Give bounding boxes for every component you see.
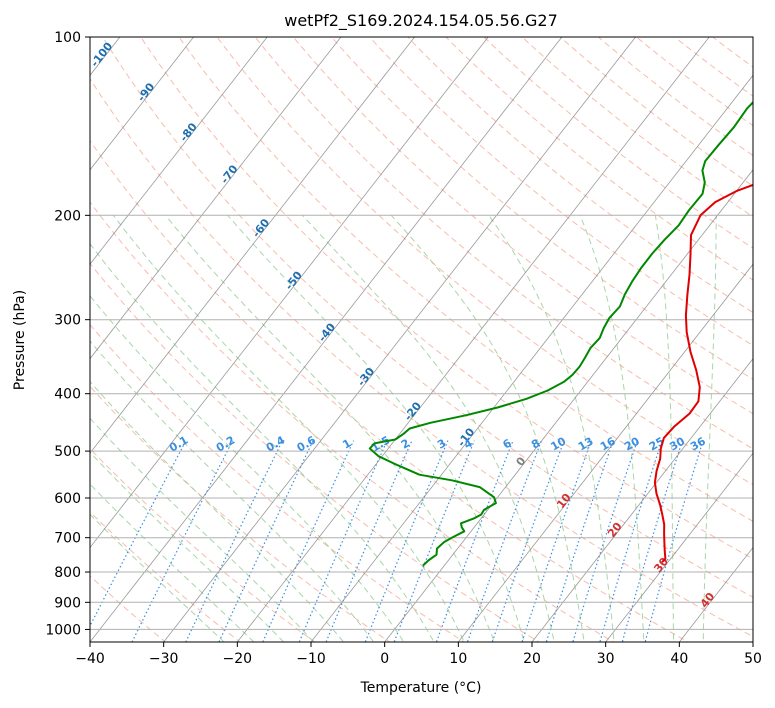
mixing-ratio-line xyxy=(90,440,187,628)
isotherm-line xyxy=(310,74,753,642)
moist-adiabat-line xyxy=(227,214,525,642)
x-tick-label: 0 xyxy=(380,651,389,667)
dewpoint-line xyxy=(368,100,753,567)
mixing-ratio-line xyxy=(621,440,683,642)
dry-adiabat-line xyxy=(90,385,391,642)
isotherm-line xyxy=(384,169,753,642)
chart-title: wetPf2_S169.2024.154.05.56.G27 xyxy=(284,11,558,31)
y-tick-label: 1000 xyxy=(45,622,81,638)
mixing-ratio-line xyxy=(298,440,388,642)
mixing-ratio-line xyxy=(185,440,283,642)
y-tick-label: 100 xyxy=(54,30,81,46)
x-axis-title: Temperature (°C) xyxy=(360,680,482,696)
moist-adiabat-line xyxy=(113,214,465,642)
isotherm-line xyxy=(90,37,342,360)
mixing-ratio-line xyxy=(545,440,614,642)
moist-adiabat-line xyxy=(90,417,315,642)
x-tick-label: 40 xyxy=(670,651,688,667)
pressure-gridlines xyxy=(90,37,753,630)
moist-adiabat-line xyxy=(702,215,717,642)
mixing-ratio-line xyxy=(599,440,663,642)
mixing-ratio-line xyxy=(325,440,413,642)
dry-adiabat-line xyxy=(90,324,466,642)
y-tick-label: 800 xyxy=(54,565,81,581)
dry-adiabat-line xyxy=(90,139,690,642)
mixing-ratio-line xyxy=(364,440,449,642)
mixing-ratio-line xyxy=(644,440,704,642)
dry-adiabat-line xyxy=(292,37,753,415)
moist-adiabat-line xyxy=(90,340,375,642)
moist-adiabat-line xyxy=(654,215,675,642)
moist-adiabat-line xyxy=(90,451,285,642)
x-tick-label: −40 xyxy=(75,651,105,667)
isotherm-line xyxy=(90,37,268,265)
y-tick-label: 300 xyxy=(54,313,81,329)
dry-adiabat-line xyxy=(368,37,753,347)
isotherm-line xyxy=(457,263,753,642)
mixing-ratio-line xyxy=(466,440,543,642)
y-tick-label: 400 xyxy=(54,387,81,403)
plot-frame xyxy=(89,36,754,643)
x-axis: −40 −30 −20 −10 0 10 20 30 40 50 xyxy=(75,642,762,667)
isotherm-line xyxy=(90,37,489,549)
mixing-ratio-line xyxy=(435,440,514,642)
x-tick-label: 50 xyxy=(744,651,762,667)
mixing-ratio-lines xyxy=(90,440,704,642)
skewed-isotherms xyxy=(90,37,753,642)
dry-adiabat-line xyxy=(407,37,753,314)
mixing-ratio-line xyxy=(393,440,475,642)
mixing-ratio-line xyxy=(131,440,234,642)
x-tick-label: −20 xyxy=(223,651,253,667)
dry-adiabat-line xyxy=(330,37,753,380)
isotherm-line xyxy=(163,37,636,642)
plot-area: -100-90-80-70-60-50-40-30-20-10010203040… xyxy=(90,24,775,649)
mixing-ratio-line xyxy=(491,440,565,642)
y-tick-label: 200 xyxy=(54,208,81,224)
profile-series xyxy=(368,100,753,567)
dry-adiabat-line xyxy=(90,77,753,638)
isotherm-line xyxy=(90,37,563,642)
moist-adiabat-line xyxy=(488,215,615,642)
dry-adiabat-line xyxy=(216,37,753,486)
y-axis: 100 200 300 400 500 600 700 800 900 1000 xyxy=(45,30,90,638)
isotherm-line xyxy=(605,452,753,642)
y-axis-title: Pressure (hPa) xyxy=(12,290,28,390)
x-tick-label: 30 xyxy=(597,651,615,667)
y-tick-label: 500 xyxy=(54,444,81,460)
moist-adiabat-line xyxy=(90,295,405,642)
isotherm-line xyxy=(531,358,753,642)
isotherm-line xyxy=(90,37,415,454)
x-tick-label: −10 xyxy=(296,651,326,667)
dry-adiabat-line xyxy=(254,37,753,450)
x-tick-label: 10 xyxy=(449,651,467,667)
moist-adiabat-line xyxy=(579,215,645,642)
mixing-ratio-line xyxy=(572,440,638,642)
moist-adiabat-line xyxy=(90,243,435,642)
y-tick-label: 700 xyxy=(54,531,81,547)
y-tick-label: 900 xyxy=(54,595,81,611)
dry-adiabat-line xyxy=(178,37,753,522)
moist-adiabat-line xyxy=(302,214,555,642)
isotherm-line xyxy=(752,641,753,642)
dry-adiabat-line xyxy=(771,24,775,649)
dry-adiabat-line xyxy=(90,511,241,642)
isotherm-line xyxy=(90,37,194,171)
isotherm-line xyxy=(236,37,710,642)
temperature-line xyxy=(653,183,753,563)
moist-adiabat-line xyxy=(90,483,255,642)
x-tick-label: 20 xyxy=(523,651,541,667)
y-tick-label: 600 xyxy=(54,491,81,507)
dry-adiabat-line xyxy=(140,37,753,560)
mixing-ratio-line xyxy=(521,440,592,642)
x-tick-label: −30 xyxy=(149,651,179,667)
